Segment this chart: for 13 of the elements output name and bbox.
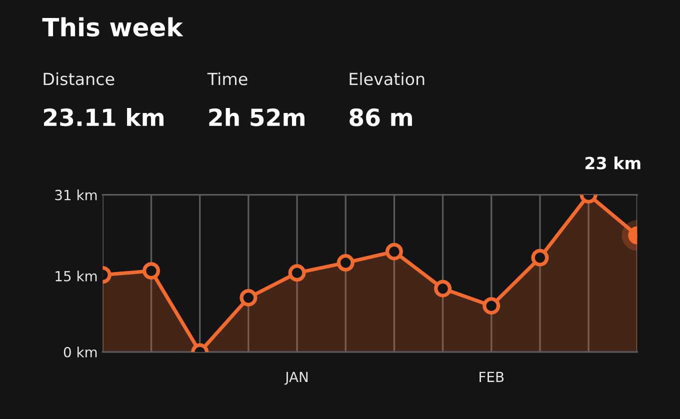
- text: Elevation: [350, 72, 424, 86]
- y-tick-label: 15 km: [56, 270, 97, 282]
- text: 2h 52m: [209, 108, 304, 126]
- text: Distance: [44, 72, 114, 86]
- y-tick-label: 31 km: [55, 190, 97, 200]
- text: 23.11 km: [44, 108, 164, 126]
- x-tick-label: FEB: [480, 372, 504, 382]
- text: 23 km: [585, 156, 640, 170]
- chart-title: This week: [42, 17, 184, 37]
- text: 86 m: [350, 108, 412, 126]
- x-tick-label: JAN: [284, 372, 308, 385]
- y-tick-label: 0 km: [64, 346, 97, 358]
- text: Time: [207, 72, 248, 86]
